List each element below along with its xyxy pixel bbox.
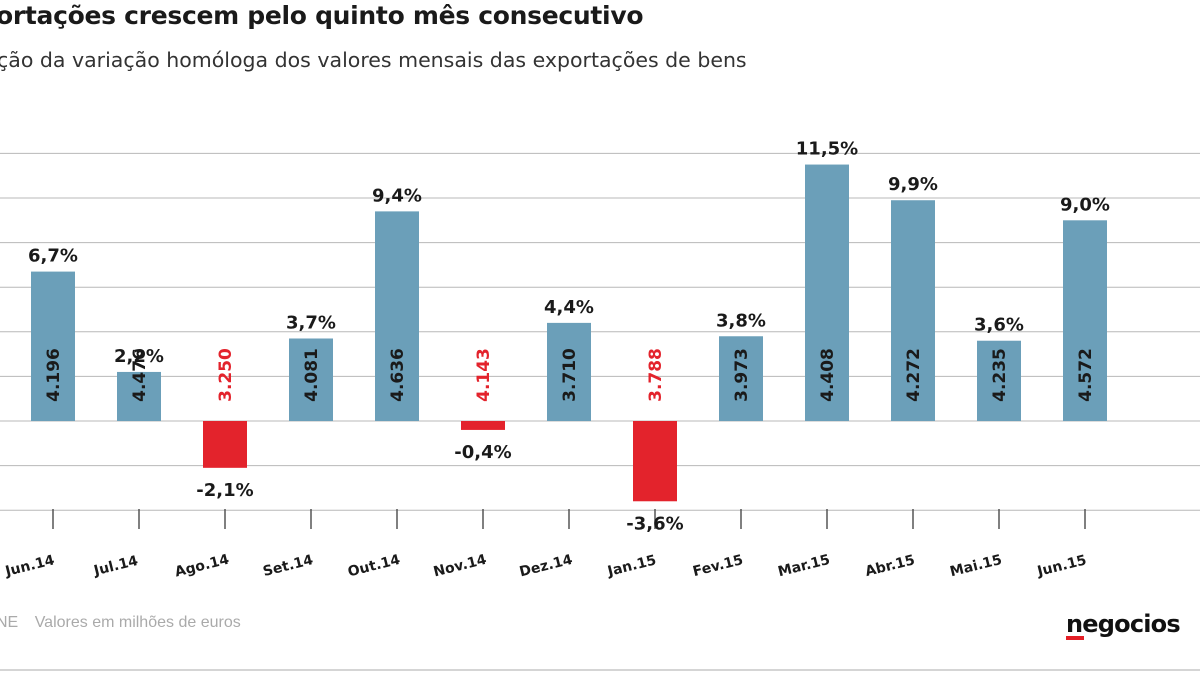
brand-logo: negocios [1066, 610, 1181, 638]
export-value-label: 3.710 [560, 348, 580, 402]
x-tick-label: Dez.14 [518, 552, 575, 581]
export-value-label: 4.636 [388, 348, 408, 402]
export-value-label: 4.143 [474, 348, 494, 402]
x-tick-label: Jul.14 [91, 553, 140, 580]
bar-jun-14 [31, 271, 75, 421]
x-tick-label: Out.14 [346, 552, 402, 580]
x-tick-label: Set.14 [261, 552, 315, 580]
bar-nov-14 [461, 421, 505, 430]
bar-mai-15 [977, 340, 1021, 421]
x-tick-label: Jun.14 [3, 552, 57, 580]
x-tick-label: Mai.15 [948, 552, 1003, 580]
x-tick-label: Jan.15 [605, 552, 658, 580]
bar-jun-15 [1063, 220, 1107, 421]
percent-label: 11,5% [796, 139, 858, 160]
percent-label: -2,1% [196, 480, 253, 501]
chart-title: ortações crescem pelo quinto mês consecu… [0, 1, 644, 30]
percent-label: -3,6% [626, 513, 683, 534]
x-tick-label: Fev.15 [691, 552, 745, 580]
percent-label: 9,0% [1060, 194, 1110, 215]
percent-label: 3,7% [286, 312, 336, 333]
bar-set-14 [289, 338, 333, 421]
chart-subtitle: ção da variação homóloga dos valores men… [0, 48, 747, 72]
bar-jul-14 [117, 371, 161, 421]
percent-label: 9,4% [372, 185, 422, 206]
export-value-label: 4.408 [818, 348, 838, 402]
export-value-label: 4.196 [44, 348, 64, 402]
export-value-label: 3.973 [732, 348, 752, 402]
source-note: NE Valores em milhões de euros [0, 614, 241, 632]
x-tick-label: Nov.14 [432, 552, 489, 581]
export-value-label: 4.081 [302, 348, 322, 402]
x-axis: Jun.14 Jul.14 Ago.14 Set.14 Out.14 Nov.14 Dez.… [3, 509, 1088, 581]
percent-label: 9,9% [888, 174, 938, 195]
export-value-label: 3.250 [216, 348, 236, 402]
source-label: NE [0, 614, 19, 631]
x-tick-label: Jun.15 [1035, 552, 1088, 580]
bars [31, 164, 1107, 502]
units-note: Valores em milhões de euros [34, 614, 241, 631]
bar-fev-15 [719, 336, 763, 421]
percent-label: 6,7% [28, 246, 78, 267]
export-value-label: 3.788 [646, 348, 666, 402]
brand-logo-mark [1066, 636, 1084, 640]
bar-ago-14 [203, 421, 247, 468]
export-value-label: 4.272 [904, 348, 924, 402]
export-value-label: 4.235 [990, 348, 1010, 402]
percent-label: 3,8% [716, 310, 766, 331]
percent-label: -0,4% [454, 442, 511, 463]
bar-mar-15 [805, 164, 849, 422]
bottom-divider [0, 669, 1200, 671]
x-tick-label: Abr.15 [864, 552, 917, 580]
x-tick-label: Ago.14 [173, 552, 231, 581]
bar-out-14 [375, 211, 419, 421]
percent-label: 4,4% [544, 297, 594, 318]
export-value-label: 4.476 [130, 348, 150, 402]
bar-dez-14 [547, 322, 591, 421]
bar-jan-15 [633, 421, 677, 502]
data-labels: 6,7% 4.196 2,2%4.476 -2,1% 3.250 3,7% 4.081 9,4… [28, 139, 1110, 535]
bar-abr-15 [891, 200, 935, 421]
x-tick-label: Mar.15 [776, 552, 831, 580]
percent-label: 2,2% [114, 346, 164, 367]
export-value-label: 4.572 [1076, 348, 1096, 402]
bar-chart: Jun.14 Jul.14 Ago.14 Set.14 Out.14 Nov.14 Dez.… [0, 139, 1200, 581]
percent-label: 3,6% [974, 315, 1024, 336]
